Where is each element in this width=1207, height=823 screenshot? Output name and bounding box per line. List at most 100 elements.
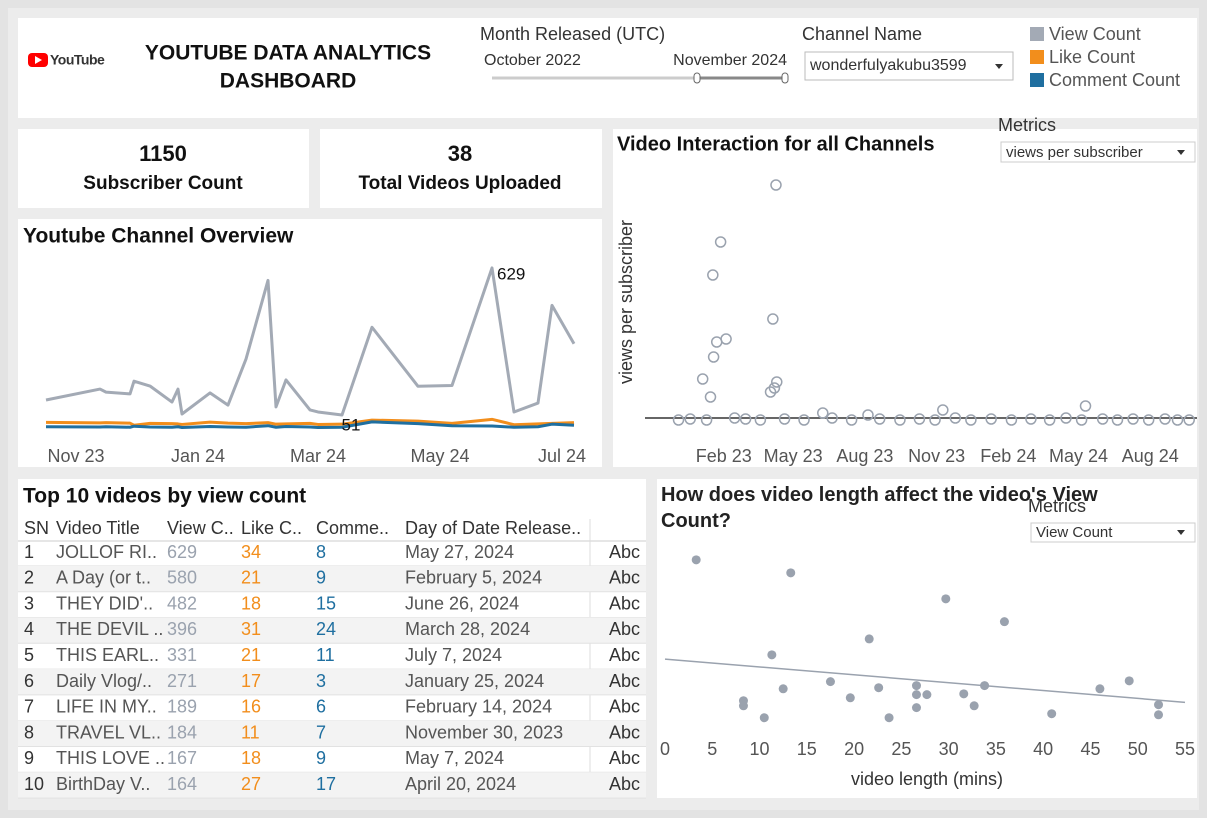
- point: [1047, 709, 1057, 719]
- chart-title: Youtube Channel Overview: [23, 225, 294, 248]
- kpi-value: 1150: [139, 141, 187, 166]
- series-line: [45, 266, 576, 417]
- logo-text: YouTube: [50, 52, 105, 68]
- table-cell: TRAVEL VL..: [56, 722, 161, 742]
- point: [845, 414, 858, 426]
- point: [826, 412, 838, 424]
- point: [911, 703, 921, 713]
- table-cell: 3: [24, 593, 34, 613]
- point: [817, 407, 829, 419]
- point: [825, 677, 835, 687]
- x-tick-label: 0: [660, 739, 670, 759]
- point: [1043, 414, 1056, 426]
- table-cell: 34: [241, 542, 261, 562]
- point: [1124, 676, 1134, 686]
- table-cell: JOLLOF RI..: [56, 542, 157, 562]
- table-cell: 6: [316, 697, 326, 717]
- trend-line: [664, 658, 1186, 704]
- point: [894, 414, 906, 426]
- point: [913, 413, 926, 425]
- point: [707, 351, 720, 363]
- table-cell: 17: [241, 671, 261, 691]
- table-cell: April 20, 2024: [405, 774, 516, 794]
- table-cell: Abc: [609, 774, 640, 794]
- point: [949, 412, 962, 424]
- metric-value: View Count: [1036, 524, 1113, 541]
- scatter-panel: [613, 129, 1197, 467]
- point: [700, 414, 713, 426]
- channel-dropdown[interactable]: [804, 51, 1014, 81]
- table-cell: 18: [241, 593, 261, 613]
- x-tick-label: Nov 23: [908, 446, 965, 466]
- column-header: Comme..: [316, 518, 389, 538]
- point: [845, 693, 855, 703]
- x-tick-label: 45: [1080, 739, 1100, 759]
- table-cell: 580: [167, 568, 197, 588]
- metric-label: Metrics: [1028, 496, 1086, 516]
- table-cell: 271: [167, 671, 197, 691]
- x-tick-label: May 24: [410, 446, 469, 466]
- slider-handle[interactable]: [693, 72, 701, 84]
- point: [959, 689, 969, 699]
- table-cell: Abc: [609, 568, 640, 588]
- point: [1159, 413, 1171, 425]
- table-cell: 1: [24, 542, 34, 562]
- table-cell: July 7, 2024: [405, 645, 502, 665]
- point: [739, 413, 752, 425]
- table-cell: 21: [241, 645, 261, 665]
- table-cell: 21: [241, 568, 261, 588]
- x-tick-label: 50: [1128, 739, 1148, 759]
- legend-label: View Count: [1049, 24, 1141, 44]
- metric-dropdown[interactable]: [1030, 522, 1196, 543]
- column-header: SN: [24, 518, 49, 538]
- table-cell: 2: [24, 568, 34, 588]
- table-cell: 6: [24, 671, 34, 691]
- table-cell: February 5, 2024: [405, 568, 542, 588]
- point: [798, 414, 810, 426]
- point: [768, 382, 781, 394]
- point: [884, 713, 894, 723]
- range-start: October 2022: [484, 52, 581, 69]
- legend-swatch: [1030, 50, 1044, 64]
- point: [1171, 414, 1184, 426]
- table-cell: 482: [167, 593, 197, 613]
- table-cell: Abc: [609, 619, 640, 639]
- point: [980, 681, 990, 691]
- x-tick-label: Jul 24: [538, 446, 586, 466]
- table-cell: 331: [167, 645, 197, 665]
- table-cell: 9: [24, 748, 34, 768]
- point: [764, 386, 777, 398]
- point: [1060, 412, 1072, 424]
- x-tick-label: Aug 24: [1122, 446, 1179, 466]
- x-tick-label: 35: [986, 739, 1006, 759]
- kpi-label: Total Videos Uploaded: [358, 173, 561, 194]
- table-cell: 3: [316, 671, 326, 691]
- kpi-label: Subscriber Count: [83, 173, 243, 194]
- table-cell: January 25, 2024: [405, 671, 544, 691]
- slider-handle[interactable]: [781, 72, 789, 84]
- point: [965, 414, 977, 426]
- x-tick-label: Feb 24: [980, 446, 1036, 466]
- x-tick-label: 55: [1175, 739, 1195, 759]
- row-band: [18, 565, 646, 592]
- data-label: 629: [497, 264, 525, 283]
- column-header: View C..: [167, 518, 234, 538]
- dropdown-arrow: [995, 64, 1003, 69]
- y-axis-label: views per subscriber: [616, 220, 636, 384]
- x-tick-label: May 23: [764, 446, 823, 466]
- dropdown-arrow: [1177, 150, 1185, 155]
- table-cell: 24: [316, 619, 336, 639]
- point: [754, 414, 767, 426]
- table-cell: BirthDay V..: [56, 774, 150, 794]
- table-cell: Abc: [609, 748, 640, 768]
- row-band: [18, 720, 646, 747]
- table-cell: Abc: [609, 671, 640, 691]
- metric-dropdown[interactable]: [1000, 141, 1196, 163]
- column-header: Day of Date Release..: [405, 518, 581, 538]
- point: [714, 236, 727, 248]
- point: [759, 713, 769, 723]
- x-tick-label: 5: [707, 739, 717, 759]
- point: [911, 690, 921, 700]
- point: [937, 404, 949, 416]
